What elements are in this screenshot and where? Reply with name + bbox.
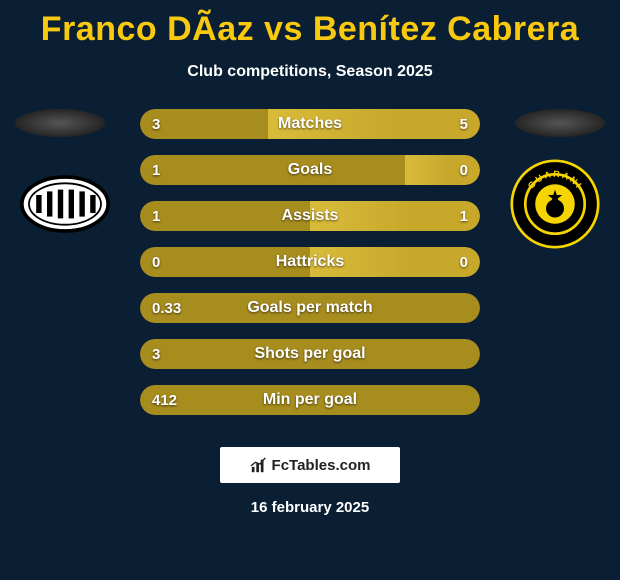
footer-logo: FcTables.com <box>220 447 400 483</box>
stat-value-right: 0 <box>460 155 468 185</box>
footer-date: 16 february 2025 <box>0 499 620 516</box>
stat-row-assists: Assists1 1 <box>140 201 480 231</box>
stat-label: Min per goal <box>140 385 480 415</box>
player-left-silhouette <box>15 109 105 137</box>
stat-row-goals: Goals1 0 <box>140 155 480 185</box>
stat-value-left: 3 <box>152 339 160 369</box>
stat-value-left: 412 <box>152 385 177 415</box>
comparison-bars: Matches35Goals10Assists11Hattricks00Goal… <box>140 109 480 431</box>
stat-value-left: 0.33 <box>152 293 181 323</box>
footer-logo-text: FcTables.com <box>272 457 371 474</box>
stat-label: Goals <box>140 155 480 185</box>
club-badge-left <box>20 159 110 249</box>
stat-value-left: 1 <box>152 155 160 185</box>
stat-row-matches: Matches3 5 <box>140 109 480 139</box>
stat-value-right: 1 <box>460 201 468 231</box>
stat-label: Hattricks <box>140 247 480 277</box>
club-badge-right: GUARANI <box>510 159 600 249</box>
subtitle: Club competitions, Season 2025 <box>0 63 620 81</box>
page-title: Franco DÃ­az vs Benítez Cabrera <box>0 0 620 49</box>
stat-value-left: 3 <box>152 109 160 139</box>
stat-row-hattricks: Hattricks0 0 <box>140 247 480 277</box>
comparison-area: GUARANI Matches35Goals10Assists11Hattric… <box>0 109 620 429</box>
chart-icon <box>250 456 268 474</box>
stat-label: Assists <box>140 201 480 231</box>
stat-value-left: 0 <box>152 247 160 277</box>
player-right-silhouette <box>515 109 605 137</box>
stat-row-goals-per-match: Goals per match0.33 <box>140 293 480 323</box>
stat-row-min-per-goal: Min per goal412 <box>140 385 480 415</box>
stat-label: Goals per match <box>140 293 480 323</box>
stat-value-right: 5 <box>460 109 468 139</box>
stat-value-left: 1 <box>152 201 160 231</box>
stat-label: Matches <box>140 109 480 139</box>
stat-row-shots-per-goal: Shots per goal3 <box>140 339 480 369</box>
stat-value-right: 0 <box>460 247 468 277</box>
stat-label: Shots per goal <box>140 339 480 369</box>
